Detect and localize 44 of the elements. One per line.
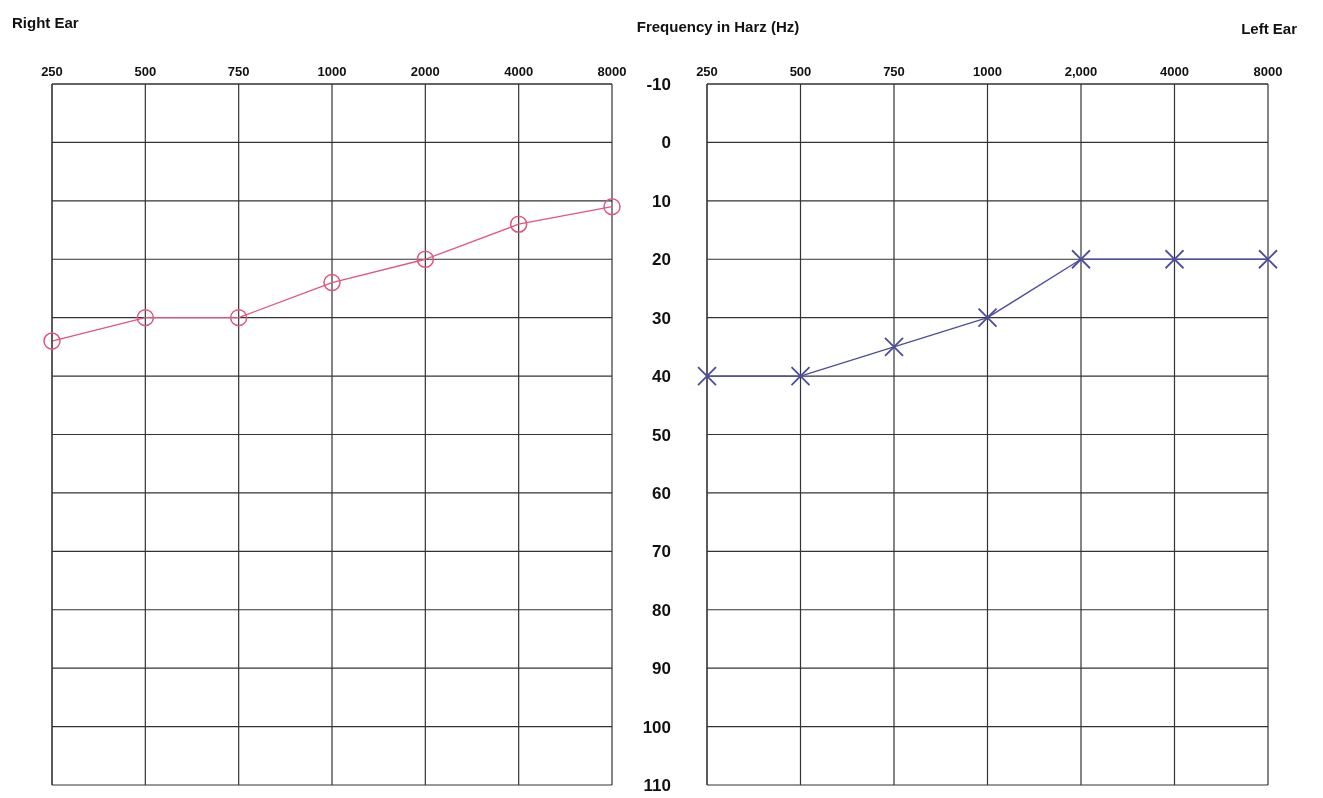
point xyxy=(416,250,435,268)
x-tick-label: 750 xyxy=(883,64,905,79)
y-tick-label: 30 xyxy=(652,308,671,328)
y-tick-label: 10 xyxy=(652,191,671,211)
point xyxy=(43,332,61,350)
y-tick-label: 110 xyxy=(643,776,671,796)
y-tick-label: 0 xyxy=(661,133,671,153)
point xyxy=(790,366,811,386)
point xyxy=(603,197,621,216)
y-tick-label: 70 xyxy=(652,542,671,562)
chart-title: Left Ear xyxy=(1241,20,1297,37)
point xyxy=(509,215,528,233)
x-tick-label: 8000 xyxy=(1253,64,1283,79)
x-tick-label: 250 xyxy=(696,64,718,79)
x-tick-label: 2000 xyxy=(410,64,440,79)
point xyxy=(1164,249,1185,270)
text: Frequency in Harz (Hz) xyxy=(635,18,801,35)
point xyxy=(229,308,248,327)
y-tick-label: 90 xyxy=(652,659,671,679)
point xyxy=(697,366,717,386)
x-tick-label: 4000 xyxy=(504,64,534,79)
x-tick-label: 2,000 xyxy=(1064,64,1098,79)
point xyxy=(1258,249,1278,270)
y-tick-label: 80 xyxy=(652,600,671,620)
x-tick-label: 500 xyxy=(134,64,157,79)
point xyxy=(1071,249,1091,270)
x-tick-label: 1000 xyxy=(973,64,1002,79)
y-tick-label: 20 xyxy=(652,250,671,270)
y-tick-label: 60 xyxy=(652,483,671,503)
point xyxy=(323,273,341,292)
point xyxy=(884,336,904,357)
x-tick-label: 1000 xyxy=(317,64,347,79)
x-tick-label: 4000 xyxy=(1160,64,1189,79)
point xyxy=(977,307,998,328)
x-tick-label: 8000 xyxy=(597,64,627,79)
y-tick-label: 100 xyxy=(642,717,671,737)
y-tick-label: -10 xyxy=(646,75,671,95)
chart-title: Right Ear xyxy=(12,14,79,31)
x-tick-label: 500 xyxy=(789,64,812,79)
y-tick-label: 40 xyxy=(652,367,671,387)
x-tick-label: 250 xyxy=(41,64,63,79)
point xyxy=(136,308,155,327)
y-tick-label: 50 xyxy=(652,425,671,445)
x-tick-label: 750 xyxy=(227,64,250,79)
